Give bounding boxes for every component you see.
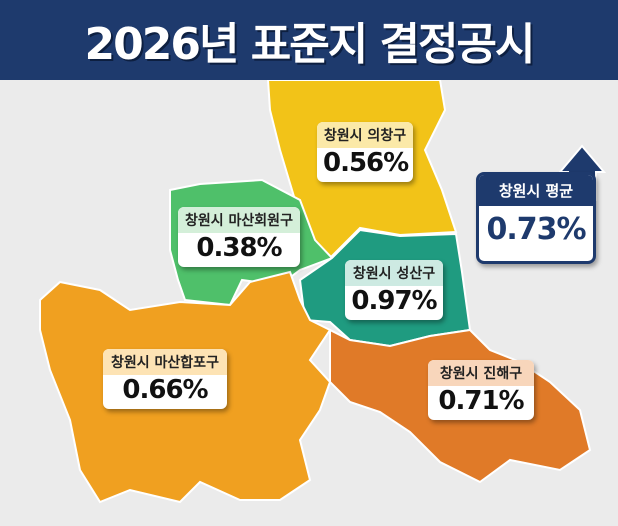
header-banner: 2026년 표준지 결정공시 — [0, 0, 618, 80]
average-value: 0.73% — [486, 212, 586, 247]
region-value: 0.97% — [351, 286, 437, 316]
region-value: 0.66% — [122, 375, 208, 405]
region-value: 0.71% — [438, 386, 524, 416]
region-value: 0.56% — [323, 148, 409, 178]
label-seongsan: 창원시 성산구 0.97% — [345, 260, 443, 320]
label-jinhae: 창원시 진해구 0.71% — [428, 360, 534, 420]
average-name: 창원시 평균 — [479, 175, 593, 206]
region-name: 창원시 마산회원구 — [178, 207, 300, 233]
average-box: 창원시 평균 0.73% — [476, 172, 596, 264]
region-value: 0.38% — [196, 233, 282, 263]
label-masanhoewon: 창원시 마산회원구 0.38% — [178, 207, 300, 267]
region-name: 창원시 마산합포구 — [103, 349, 227, 375]
region-name: 창원시 성산구 — [345, 260, 443, 286]
page-title: 2026년 표준지 결정공시 — [84, 19, 536, 70]
label-uichang: 창원시 의창구 0.56% — [317, 122, 413, 182]
region-name: 창원시 진해구 — [428, 360, 534, 386]
region-name: 창원시 의창구 — [317, 122, 413, 148]
label-masanhappo: 창원시 마산합포구 0.66% — [103, 349, 227, 409]
